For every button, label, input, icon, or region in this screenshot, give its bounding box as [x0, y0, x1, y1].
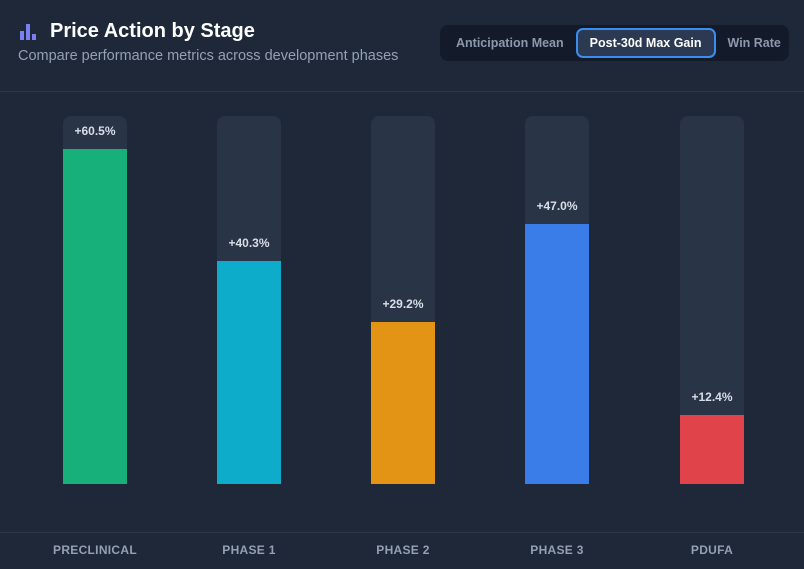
chart-title: Price Action by Stage — [50, 20, 255, 42]
category-label: PHASE 2 — [376, 543, 430, 557]
bar-phase-3[interactable] — [525, 223, 589, 484]
bar-pdufa[interactable] — [680, 415, 744, 484]
value-label: +60.5% — [74, 124, 116, 138]
bar-chart-plot: +60.5% +40.3% +29.2% +47.0% +12.4% — [0, 92, 804, 532]
title-row: Price Action by Stage — [20, 20, 255, 43]
metric-tabs: Anticipation Mean Post-30d Max Gain Win … — [440, 25, 789, 61]
x-axis: PRECLINICAL PHASE 1 PHASE 2 PHASE 3 PDUFA — [0, 532, 804, 569]
tab-win-rate[interactable]: Win Rate — [727, 36, 781, 50]
tab-post-30d-max-gain[interactable]: Post-30d Max Gain — [575, 28, 716, 58]
bar-phase-1[interactable] — [217, 260, 281, 484]
category-label: PHASE 1 — [222, 543, 276, 557]
category-label: PRECLINICAL — [53, 543, 137, 557]
value-label: +40.3% — [228, 235, 270, 250]
bar-chart-icon — [20, 23, 38, 40]
value-label: +29.2% — [382, 297, 424, 312]
category-label: PDUFA — [690, 543, 734, 557]
value-label: +47.0% — [536, 198, 578, 213]
chart-subtitle: Compare performance metrics across devel… — [18, 48, 399, 64]
bar-preclinical[interactable] — [63, 149, 127, 484]
value-label: +12.4% — [691, 390, 733, 405]
chart-header: Price Action by Stage Compare performanc… — [0, 0, 804, 92]
bar-phase-2[interactable] — [371, 322, 435, 484]
tab-anticipation-mean[interactable]: Anticipation Mean — [456, 36, 564, 50]
category-label: PHASE 3 — [530, 543, 584, 557]
